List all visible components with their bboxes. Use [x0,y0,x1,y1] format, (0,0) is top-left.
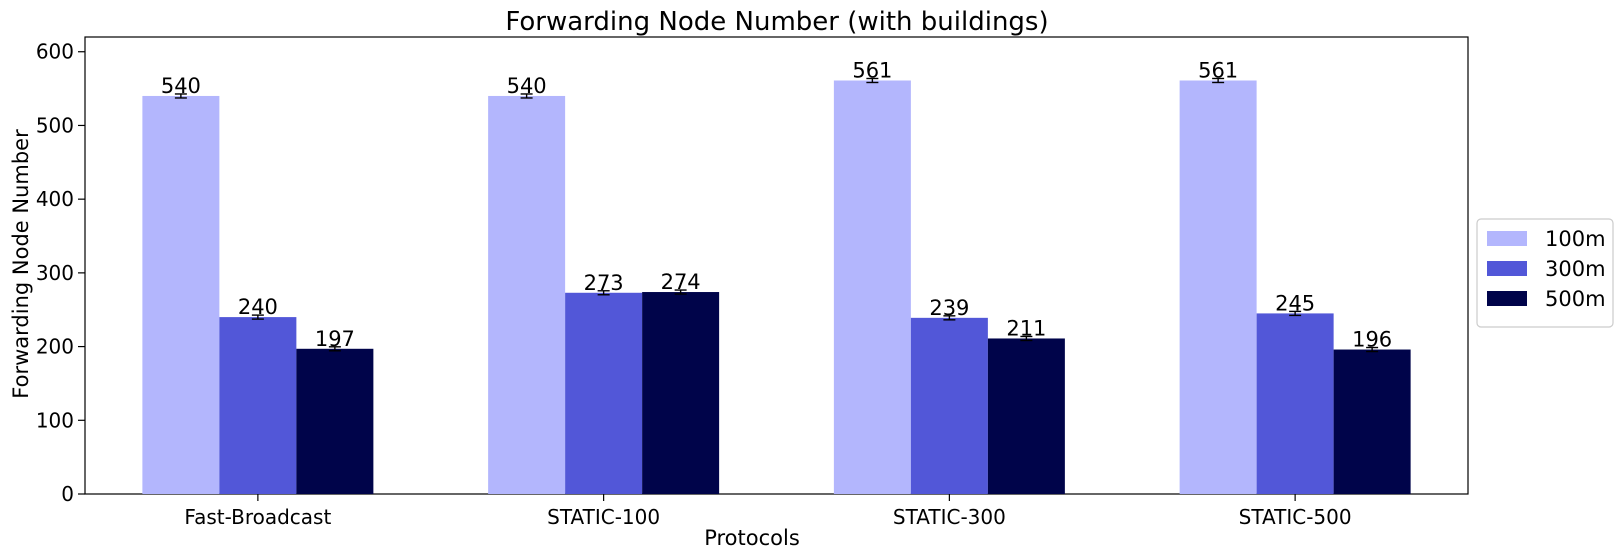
bar-100m-STATIC-100 [488,95,566,494]
data-label: 240 [238,295,278,319]
legend: 100m 300m 500m [1476,218,1614,328]
bar-500m-STATIC-500 [1333,349,1411,494]
chart-title: Forwarding Node Number (with buildings) [505,7,1048,37]
bar-300m-STATIC-500 [1256,313,1334,494]
data-label: 239 [929,296,969,320]
bar-300m-STATIC-100 [565,292,643,494]
data-label: 245 [1275,291,1315,315]
legend-swatch-100m [1487,231,1527,246]
bar-500m-STATIC-300 [987,338,1065,494]
bar-100m-STATIC-300 [833,80,911,494]
legend-label-100m: 100m [1545,227,1606,251]
data-label: 197 [315,327,355,351]
y-tick-label: 400 [36,187,74,211]
bars-group: 540 240 197 540 273 274 561 239 211 561 245 196 [84,36,1469,495]
bar-500m-STATIC-100 [642,292,720,494]
legend-label-500m: 500m [1545,287,1606,311]
data-label: 540 [161,74,201,98]
bar-100m-Fast-Broadcast [142,95,220,494]
y-tick-label: 200 [36,335,74,359]
y-tick-label: 600 [36,40,74,64]
x-tick-label: STATIC-500 [1239,505,1352,529]
legend-swatch-300m [1487,261,1527,276]
data-label: 196 [1352,328,1392,352]
y-tick-label: 300 [36,261,74,285]
x-axis: Fast-Broadcast STATIC-100 STATIC-300 STATIC… [184,494,1352,529]
x-tick-label: STATIC-300 [893,505,1006,529]
x-tick-label: STATIC-100 [547,505,660,529]
legend-swatch-500m [1487,291,1527,306]
bar-300m-Fast-Broadcast [219,317,297,494]
y-axis: 0 100 200 300 400 500 600 [36,40,85,506]
data-label: 211 [1006,316,1046,340]
data-label: 561 [1198,58,1238,82]
data-label: 273 [584,271,624,295]
data-label: 540 [507,74,547,98]
y-tick-label: 100 [36,408,74,432]
y-tick-label: 500 [36,113,74,137]
legend-label-300m: 300m [1545,257,1606,281]
plot-frame [84,36,1469,495]
x-axis-label: Protocols [704,526,800,550]
bar-100m-STATIC-500 [1179,80,1257,494]
y-axis-label: Forwarding Node Number [9,129,33,399]
bar-300m-STATIC-300 [910,317,988,494]
x-tick-label: Fast-Broadcast [184,505,331,529]
bar-500m-Fast-Broadcast [296,348,374,494]
data-label: 274 [661,270,701,294]
data-label: 561 [852,58,892,82]
y-tick-label: 0 [61,482,74,506]
